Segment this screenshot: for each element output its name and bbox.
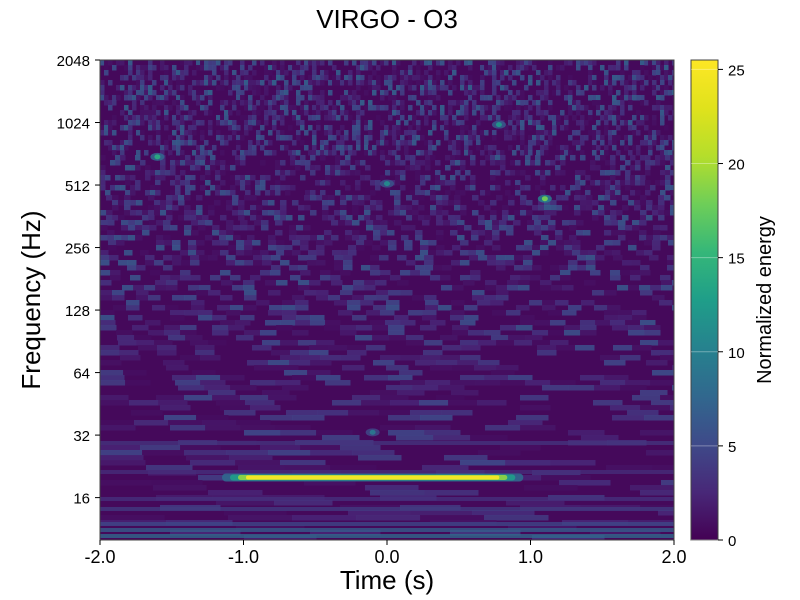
energy-blob-core: [369, 429, 376, 435]
y-tick-label: 32: [73, 428, 90, 445]
y-tick-label: 512: [65, 178, 90, 195]
x-tick-label: 1.0: [518, 547, 543, 567]
colorbar: [690, 59, 719, 541]
y-axis-ticks: 16 32 64 128 256 512 1024 2048: [57, 53, 100, 508]
colorbar-label: Normalized energy: [754, 216, 776, 384]
y-tick-label: 2048: [57, 53, 90, 70]
spectrogram-plot-area: [100, 60, 674, 540]
y-tick-label: 64: [73, 366, 90, 383]
colorbar-ticks: 0 5 10 15 20 25: [691, 62, 745, 550]
energy-blob-core: [154, 154, 161, 160]
colorbar-tick-label: 10: [728, 345, 745, 362]
energy-blob-core: [541, 196, 548, 202]
colorbar-tick-label: 25: [728, 62, 745, 79]
x-tick-label: -2.0: [84, 547, 115, 567]
chart-title: VIRGO - O3: [316, 4, 458, 34]
colorbar-tick-label: 20: [728, 157, 745, 174]
x-axis-ticks: -2.0 -1.0 0.0 1.0 2.0: [84, 540, 687, 567]
y-tick-label: 128: [65, 303, 90, 320]
y-axis-label: Frequency (Hz): [16, 210, 46, 389]
x-axis-label: Time (s): [340, 565, 434, 595]
colorbar-tick-label: 5: [728, 439, 736, 456]
x-tick-label: -1.0: [228, 547, 259, 567]
x-tick-label: 2.0: [661, 547, 686, 567]
colorbar-tick-label: 0: [728, 533, 736, 550]
x-tick-label: 0.0: [374, 547, 399, 567]
colorbar-tick-label: 15: [728, 251, 745, 268]
y-tick-label: 1024: [57, 116, 90, 133]
signal-band-layer: [245, 475, 500, 480]
energy-blob-core: [495, 122, 502, 128]
energy-blob-core: [384, 181, 390, 187]
y-tick-label: 16: [73, 491, 90, 508]
y-tick-label: 256: [65, 241, 90, 258]
